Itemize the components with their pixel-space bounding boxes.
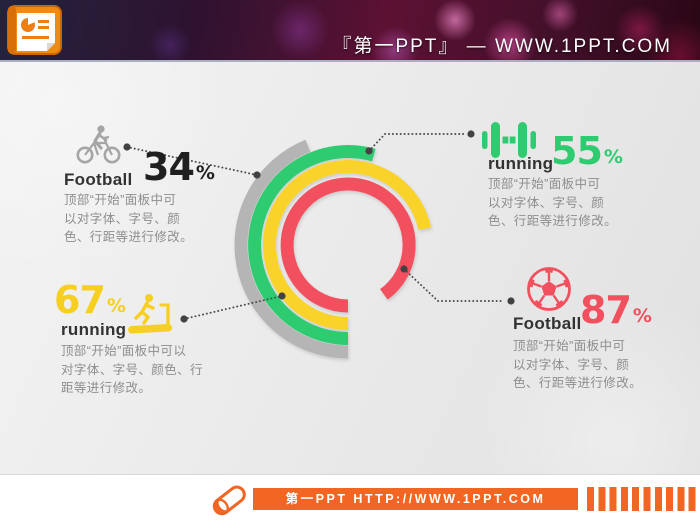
pill-icon	[212, 485, 246, 516]
connector-dot	[365, 147, 373, 155]
connector-line	[183, 295, 283, 320]
ring-running-treadmill-	[263, 160, 432, 330]
callout-label: Football	[513, 314, 582, 333]
percent-sign: %	[195, 162, 215, 184]
percentage-value: 67 %	[54, 281, 126, 319]
connector-dot	[253, 171, 261, 179]
percentage-value: 87 %	[580, 291, 652, 329]
callout-label: running	[488, 154, 554, 173]
percent-number: 87	[580, 288, 632, 332]
slide-canvas: 34 % Football 顶部“开始”面板中可 以对字体、字号、颜 色、行距等…	[0, 62, 700, 474]
connector-line	[126, 146, 258, 176]
percent-number: 67	[54, 278, 106, 322]
bicycle-icon	[76, 125, 121, 164]
callout-description: 顶部“开始”面板中可 以对字体、字号、颜 色、行距等进行修改。	[488, 177, 618, 228]
connector-line	[368, 133, 467, 152]
percentage-value: 34 %	[143, 148, 215, 186]
ring-football-soccer-	[280, 177, 416, 313]
callout-label: Football	[64, 170, 133, 189]
treadmill-icon	[128, 294, 173, 334]
footer-site-link[interactable]: 第一PPT HTTP://WWW.1PPT.COM	[253, 488, 578, 510]
connector-dot	[507, 297, 515, 305]
percent-number: 34	[143, 145, 195, 189]
connector-dot	[180, 315, 188, 323]
connector-dot	[278, 292, 286, 300]
callout-label: running	[61, 320, 127, 339]
ring-running-dumbbell-	[248, 145, 376, 345]
soccer-ball-icon	[527, 267, 571, 311]
connector-dot	[400, 265, 408, 273]
connector-dot	[467, 130, 475, 138]
powerpoint-logo-icon[interactable]	[7, 5, 62, 55]
percent-sign: %	[603, 146, 623, 168]
connector-dot	[123, 143, 131, 151]
percent-number: 55	[551, 129, 603, 173]
callout-description: 顶部“开始”面板中可 以对字体、字号、颜 色、行距等进行修改。	[513, 339, 643, 390]
site-title[interactable]: 『第一PPT』 — WWW.1PPT.COM	[332, 36, 672, 57]
connector-line	[403, 268, 505, 302]
radial-rings-chart	[123, 130, 515, 359]
footer-bar: 第一PPT HTTP://WWW.1PPT.COM	[0, 474, 700, 525]
percent-sign: %	[632, 305, 652, 327]
ring-football-cycling-	[234, 139, 349, 359]
callout-description: 顶部“开始”面板中可 以对字体、字号、颜 色、行距等进行修改。	[64, 193, 194, 244]
percentage-value: 55 %	[551, 132, 623, 170]
dumbbell-icon	[482, 122, 536, 158]
header-banner: 『第一PPT』 — WWW.1PPT.COM	[0, 0, 700, 62]
callout-description: 顶部“开始”面板中可以 对字体、字号、颜色、行 距等进行修改。	[61, 344, 203, 395]
percent-sign: %	[106, 295, 126, 317]
barcode-stripes-decoration	[587, 487, 700, 511]
